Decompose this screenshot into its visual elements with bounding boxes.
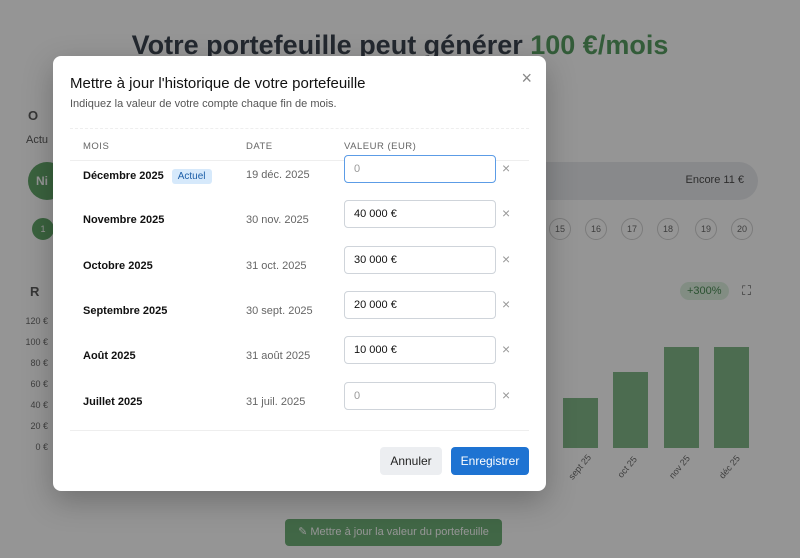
hero-prefix: Votre portefeuille peut générer	[131, 30, 531, 60]
table-row: Novembre 2025 30 nov. 2025 40 000 € ×	[70, 200, 529, 251]
month-text: Septembre 2025	[83, 304, 168, 317]
value-input[interactable]: 0	[344, 155, 496, 183]
column-header-value: VALEUR (EUR)	[344, 141, 417, 152]
value-input[interactable]: 30 000 €	[344, 245, 496, 274]
remove-icon[interactable]: ×	[502, 250, 511, 267]
divider	[70, 430, 529, 431]
month-label: Novembre 2025	[83, 214, 164, 226]
y-tick-label: 100 €	[25, 337, 48, 347]
value-text: 30 000 €	[354, 253, 397, 266]
step: 16	[585, 218, 607, 240]
value-input[interactable]: 10 000 €	[344, 336, 496, 365]
chart-heading: R	[30, 284, 40, 299]
value-text: 20 000 €	[354, 298, 397, 311]
month-label: Décembre 2025 Actuel	[83, 169, 212, 184]
remove-icon[interactable]: ×	[502, 205, 511, 222]
cancel-button[interactable]: Annuler	[380, 447, 442, 475]
growth-badge: +300%	[680, 282, 729, 300]
value-text: 10 000 €	[354, 344, 397, 357]
table-row: Décembre 2025 Actuel 19 déc. 2025 0 ×	[70, 155, 529, 206]
month-label: Juillet 2025	[83, 396, 142, 408]
column-header-month: MOIS	[83, 141, 110, 152]
remove-icon[interactable]: ×	[502, 386, 511, 403]
step: 15	[549, 218, 571, 240]
y-tick-label: 120 €	[25, 316, 48, 326]
date-label: 30 sept. 2025	[246, 304, 313, 317]
date-label: 31 août 2025	[246, 350, 311, 363]
table-row: Octobre 2025 31 oct. 2025 30 000 € ×	[70, 245, 529, 297]
value-input[interactable]: 40 000 €	[344, 200, 496, 229]
progress-remaining: Encore 11 €	[685, 174, 744, 186]
step: 19	[695, 218, 717, 240]
date-label: 31 oct. 2025	[246, 259, 307, 272]
current-badge: Actuel	[171, 169, 212, 184]
y-tick-label: 80 €	[30, 358, 48, 368]
chart-bar	[664, 347, 699, 448]
update-portfolio-label: Mettre à jour la valeur du portefeuille	[310, 526, 489, 538]
step: 18	[657, 218, 679, 240]
section-heading: O	[28, 108, 39, 123]
close-icon[interactable]: ×	[521, 68, 532, 88]
actual-label: Actu	[26, 134, 49, 146]
month-text: Novembre 2025	[83, 214, 165, 227]
remove-icon[interactable]: ×	[502, 295, 511, 312]
chart-bar	[714, 347, 749, 448]
y-tick-label: 20 €	[30, 421, 48, 431]
edit-icon: ✎	[298, 526, 311, 538]
hero-amount: 100 €/mois	[530, 30, 669, 60]
month-text: Octobre 2025	[83, 259, 153, 272]
divider	[70, 160, 529, 161]
value-input[interactable]: 20 000 €	[344, 290, 496, 319]
month-text: Décembre 2025	[83, 170, 164, 182]
remove-icon[interactable]: ×	[502, 160, 511, 176]
value-placeholder: 0	[354, 389, 361, 402]
month-label: Août 2025	[83, 350, 136, 362]
modal-subtitle: Indiquez la valeur de votre compte chaqu…	[70, 98, 337, 110]
chart-bar	[563, 397, 598, 448]
x-tick-label: nov 25	[666, 453, 693, 481]
step: 1	[32, 218, 54, 240]
y-tick-label: 0 €	[35, 442, 48, 452]
date-label: 31 juil. 2025	[246, 395, 306, 408]
value-text: 40 000 €	[354, 208, 397, 221]
date-label: 30 nov. 2025	[246, 214, 309, 227]
update-portfolio-button[interactable]: ✎ Mettre à jour la valeur du portefeuill…	[285, 519, 502, 546]
history-table[interactable]: MOIS DATE VALEUR (EUR) Décembre 2025 Actu…	[70, 128, 529, 412]
x-tick-label: déc 25	[716, 453, 743, 481]
chart-bar	[613, 372, 648, 448]
remove-icon[interactable]: ×	[502, 341, 511, 358]
x-tick-label: sept 25	[566, 452, 594, 482]
month-label: Septembre 2025	[83, 305, 167, 317]
value-placeholder: 0	[354, 163, 361, 175]
table-row: Juillet 2025 31 juil. 2025 0 ×	[70, 381, 529, 413]
month-label: Octobre 2025	[83, 260, 153, 272]
modal-title: Mettre à jour l'historique de votre port…	[70, 75, 366, 92]
update-history-modal: × Mettre à jour l'historique de votre po…	[53, 56, 546, 491]
expand-icon[interactable]: ⛶	[742, 283, 752, 298]
hero-title: Votre portefeuille peut générer 100 €/mo…	[0, 30, 800, 61]
y-tick-label: 60 €	[30, 379, 48, 389]
value-input[interactable]: 0	[344, 381, 496, 410]
date-label: 19 déc. 2025	[246, 169, 310, 181]
column-header-date: DATE	[246, 141, 273, 152]
month-text: Août 2025	[83, 350, 136, 363]
table-row: Août 2025 31 août 2025 10 000 € ×	[70, 336, 529, 387]
x-tick-label: oct 25	[615, 454, 639, 480]
month-text: Juillet 2025	[83, 395, 143, 408]
step: 20	[731, 218, 753, 240]
y-tick-label: 40 €	[30, 400, 48, 410]
step: 17	[621, 218, 643, 240]
save-button[interactable]: Enregistrer	[451, 447, 529, 475]
table-row: Septembre 2025 30 sept. 2025 20 000 € ×	[70, 290, 529, 342]
